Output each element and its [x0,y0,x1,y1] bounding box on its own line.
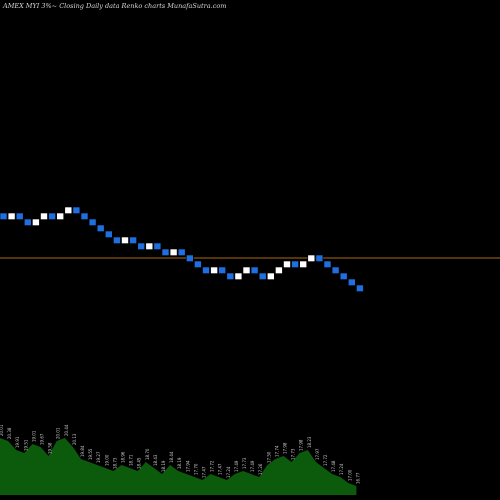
down-brick [80,212,89,220]
up-brick [234,272,243,280]
volume-label: 19.51 [23,439,28,451]
up-brick [275,266,283,274]
volume-label: 18.96 [121,451,126,463]
volume-label: 18.44 [169,451,174,463]
down-brick [194,260,202,268]
up-brick [32,218,40,226]
volume-label: 19.55 [88,448,93,460]
volume-label: 17.24 [339,463,344,475]
up-brick [307,254,316,262]
down-brick [105,230,113,238]
volume-label: 19.67 [40,433,45,445]
down-brick [137,242,145,250]
volume-label: 17.49 [250,460,255,472]
down-brick [72,206,81,214]
volume-label: 17.74 [274,445,279,457]
up-brick [7,212,16,220]
up-brick [299,260,308,268]
down-brick [186,254,194,262]
volume-label: 17.49 [234,460,239,472]
up-brick [266,272,275,280]
down-brick [153,242,162,250]
down-brick [129,236,137,244]
down-brick [331,266,340,274]
volume-label: 20.38 [7,427,12,439]
volume-label: 19.91 [15,436,20,448]
down-brick [291,260,299,268]
down-brick [177,248,186,256]
volume-label: 17.48 [331,460,336,472]
volume-label: 20.44 [64,424,69,436]
volume-label: 18.71 [129,454,134,466]
volume-label: 17.97 [315,448,320,460]
volume-label: 17.00 [347,469,352,481]
down-brick [356,284,364,292]
down-brick [161,248,170,256]
volume-label: 20.13 [72,433,77,445]
volume-label: 18.43 [153,454,158,466]
up-brick [64,206,73,214]
down-brick [23,218,32,226]
up-brick [242,266,251,274]
down-brick [339,272,348,280]
volume-label: 17.24 [226,466,231,478]
volume-label: 17.73 [291,448,296,460]
volume-label: 18.19 [161,460,166,472]
volume-label: 17.94 [185,460,190,472]
down-brick [0,212,8,220]
down-brick [202,266,210,274]
up-brick [56,212,65,220]
volume-label: 20.01 [0,424,4,436]
volume-label: 17.47 [218,463,223,475]
up-brick [40,212,48,220]
volume-label: 18.19 [177,457,182,469]
volume-label: 18.23 [307,436,312,448]
down-brick [258,272,267,280]
volume-label: 19.84 [80,445,85,457]
down-brick [15,212,24,220]
up-brick [169,248,178,256]
down-brick [96,224,105,232]
volume-label: 17.26 [258,463,263,475]
down-brick [323,260,332,268]
volume-label: 17.98 [299,439,304,451]
volume-label: 17.47 [202,466,207,478]
volume-label: 19.27 [96,451,101,463]
down-brick [218,266,226,274]
up-brick [121,236,129,244]
up-brick [283,260,291,268]
volume-label: 18.73 [112,457,117,469]
volume-fill [0,438,357,495]
volume-label: 17.72 [210,460,215,472]
chart-title: AMEX MYI 3%~ Closing Daily data Renko ch… [3,2,227,10]
volume-label: 18.70 [145,448,150,460]
up-brick [210,266,218,274]
volume-label: 20.01 [56,427,61,439]
down-brick [88,218,97,226]
down-brick [250,266,259,274]
volume-label: 19.00 [104,454,109,466]
volume-label: 19.01 [31,430,36,442]
volume-label: 17.98 [283,442,288,454]
down-brick [113,236,121,244]
volume-label: 17.50 [266,451,271,463]
volume-label: 17.70 [193,463,198,475]
renko-bricks [0,206,364,292]
up-brick [145,242,154,250]
volume-area [0,438,357,495]
down-brick [347,278,356,286]
down-brick [315,254,324,262]
volume-label: 18.45 [137,457,142,469]
down-brick [48,212,56,220]
volume-label: 17.73 [242,457,247,469]
volume-label: 16.77 [355,472,360,484]
down-brick [226,272,235,280]
volume-label: 17.72 [323,454,328,466]
volume-label: 19.58 [48,442,53,454]
